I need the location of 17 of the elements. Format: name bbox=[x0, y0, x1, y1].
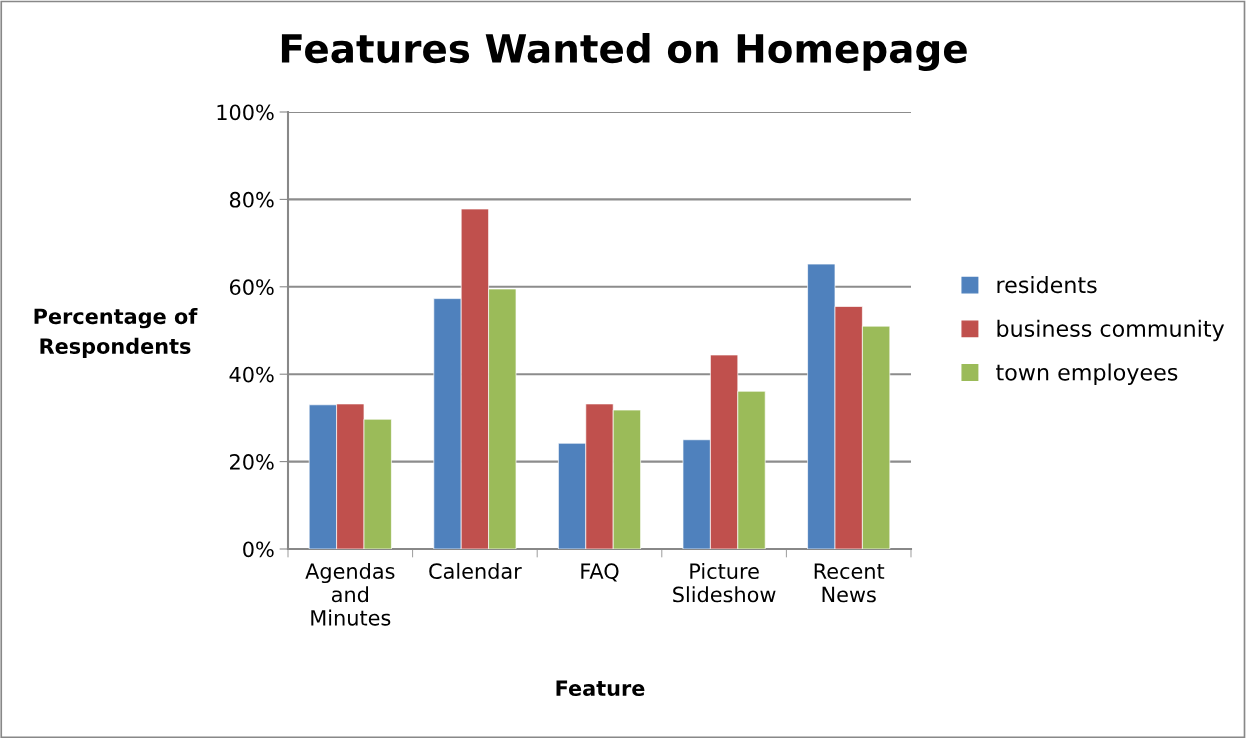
y-tick-label: 20% bbox=[230, 454, 274, 470]
y-tick-label: 80% bbox=[229, 191, 274, 208]
y-tick-label: 100% bbox=[217, 104, 274, 121]
x-tick-label: Recent News bbox=[814, 563, 885, 603]
x-tick-label: Calendar bbox=[429, 562, 522, 580]
chart-title: Features Wanted on Homepage bbox=[281, 33, 967, 71]
legend-label: residents bbox=[997, 276, 1097, 294]
legend-label: business community bbox=[997, 319, 1225, 342]
x-tick-label: Agendas and Minutes bbox=[305, 562, 395, 626]
y-tick-label: 40% bbox=[229, 366, 274, 383]
x-axis-title: Feature bbox=[556, 680, 645, 697]
y-axis-title: Percentage of Respondents bbox=[34, 308, 198, 358]
y-tick-label: 0% bbox=[243, 541, 274, 558]
legend-label: town employees bbox=[996, 363, 1178, 385]
x-tick-label: FAQ bbox=[581, 563, 619, 582]
y-tick-label: 60% bbox=[229, 279, 274, 296]
x-tick-label: Picture Slideshow bbox=[673, 562, 776, 603]
